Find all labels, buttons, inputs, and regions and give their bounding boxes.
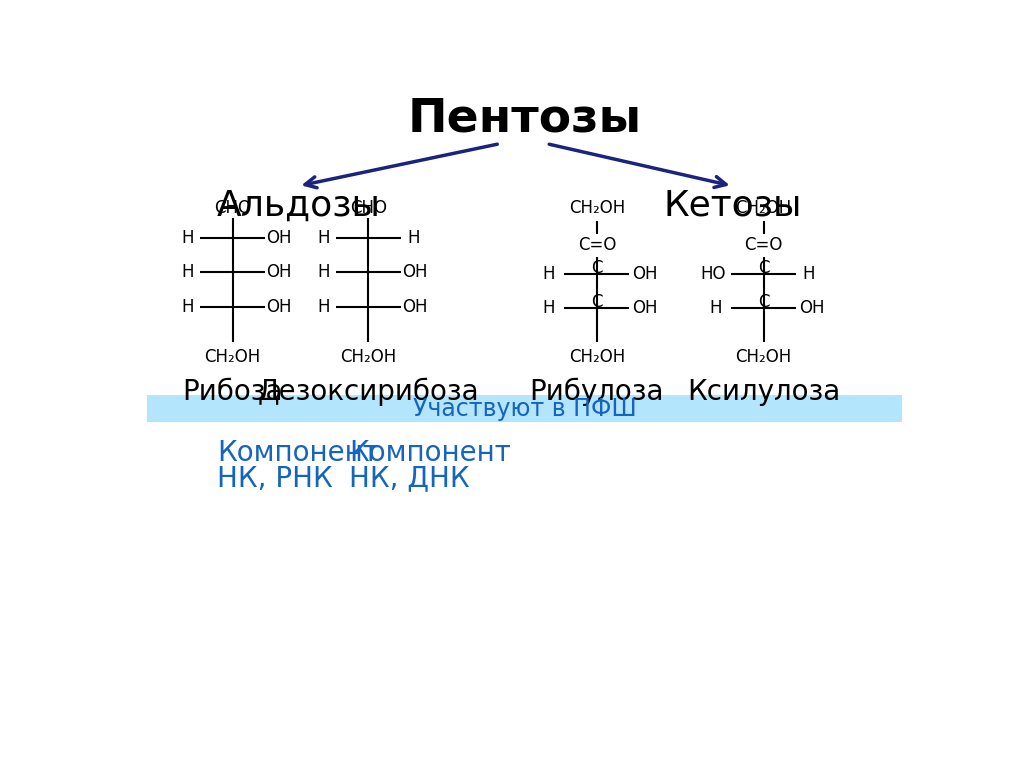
Text: CH₂OH: CH₂OH [735,348,792,366]
Text: Пентозы: Пентозы [408,97,642,141]
Text: Компонент: Компонент [349,439,511,467]
Text: OH: OH [402,263,427,281]
Text: CH₂OH: CH₂OH [735,199,792,217]
Text: H: H [407,229,420,246]
Text: H: H [543,299,555,318]
Text: H: H [317,298,330,316]
Text: HO: HO [700,265,726,283]
FancyBboxPatch shape [147,395,902,423]
Text: C: C [758,258,769,277]
Text: H: H [543,265,555,283]
Text: CH₂OH: CH₂OH [205,348,261,366]
Text: C=O: C=O [744,236,782,255]
Text: Компонент: Компонент [217,439,379,467]
Text: OH: OH [799,299,824,318]
Text: Ксилулоза: Ксилулоза [687,377,840,406]
Text: OH: OH [266,229,292,246]
Text: CHO: CHO [350,199,387,217]
Text: OH: OH [632,299,657,318]
Text: OH: OH [402,298,427,316]
Text: Участвуют в ПФШ: Участвуют в ПФШ [413,397,637,420]
Text: H: H [317,263,330,281]
Text: H: H [181,263,194,281]
Text: CH₂OH: CH₂OH [568,199,625,217]
Text: Рибоза: Рибоза [182,377,283,406]
Text: OH: OH [266,298,292,316]
Text: H: H [802,265,815,283]
Text: H: H [181,229,194,246]
Text: CH₂OH: CH₂OH [568,348,625,366]
Text: H: H [181,298,194,316]
Text: CHO: CHO [214,199,251,217]
Text: Дезоксирибоза: Дезоксирибоза [257,377,479,406]
Text: OH: OH [266,263,292,281]
Text: H: H [317,229,330,246]
Text: Рибулоза: Рибулоза [529,377,665,406]
Text: НК, РНК: НК, РНК [217,465,333,492]
Text: Альдозы: Альдозы [216,188,381,222]
Text: OH: OH [632,265,657,283]
Text: Кетозы: Кетозы [664,188,802,222]
Text: НК, ДНК: НК, ДНК [349,465,469,492]
Text: CH₂OH: CH₂OH [340,348,396,366]
Text: H: H [710,299,722,318]
Text: C: C [591,293,603,311]
Text: C=O: C=O [578,236,616,255]
Text: C: C [758,293,769,311]
Text: C: C [591,258,603,277]
